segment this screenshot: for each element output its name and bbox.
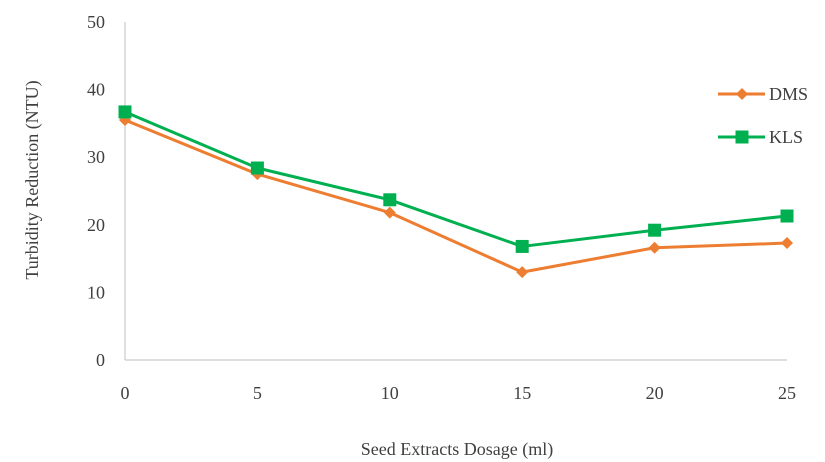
data-point: [780, 209, 794, 223]
y-tick-label: 30: [87, 147, 105, 167]
data-point: [250, 161, 264, 175]
data-point: [648, 241, 661, 254]
legend-label: DMS: [769, 84, 808, 104]
x-tick-label: 25: [778, 383, 796, 403]
x-tick-label: 20: [646, 383, 664, 403]
y-tick-label: 0: [96, 350, 105, 370]
data-point: [118, 105, 132, 119]
axes: 0 10 20 30 40 50 0 5 10 15 20 25: [87, 12, 796, 403]
series-kls: [118, 105, 794, 253]
x-tick-label: 15: [513, 383, 531, 403]
data-point: [515, 239, 529, 253]
data-point: [781, 237, 793, 250]
series-line: [124, 110, 788, 248]
legend: DMS KLS: [718, 84, 808, 147]
series-dms: [119, 114, 793, 279]
series-line: [124, 118, 788, 274]
series-layer: [118, 105, 794, 279]
y-axis-title: Turbidity Reduction (NTU): [22, 80, 43, 279]
x-tick-label: 5: [253, 383, 262, 403]
y-tick-label: 20: [87, 215, 105, 235]
x-axis-title: Seed Extracts Dosage (ml): [361, 439, 553, 460]
legend-item-kls: KLS: [718, 127, 803, 147]
y-tick-label: 40: [87, 80, 105, 100]
x-tick-label: 10: [381, 383, 399, 403]
x-tick-label: 0: [121, 383, 130, 403]
y-tick-label: 10: [87, 282, 105, 302]
legend-marker: [735, 130, 749, 144]
data-point: [383, 206, 396, 219]
legend-marker: [736, 88, 748, 100]
data-point: [383, 193, 397, 207]
legend-item-dms: DMS: [718, 84, 808, 104]
y-tick-label: 50: [87, 12, 105, 32]
data-point: [516, 266, 529, 279]
legend-label: KLS: [769, 127, 803, 147]
data-point: [648, 223, 662, 237]
